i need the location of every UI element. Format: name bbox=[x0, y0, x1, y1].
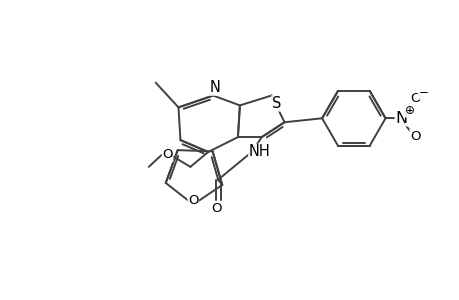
Text: N: N bbox=[394, 111, 407, 126]
Text: O: O bbox=[162, 148, 173, 161]
Text: N: N bbox=[209, 80, 220, 95]
Text: S: S bbox=[271, 96, 280, 111]
Text: O: O bbox=[409, 92, 420, 105]
Text: ⊕: ⊕ bbox=[403, 104, 414, 117]
Text: O: O bbox=[210, 202, 221, 215]
Text: O: O bbox=[188, 194, 198, 207]
Text: O: O bbox=[409, 130, 420, 142]
Text: NH: NH bbox=[248, 145, 270, 160]
Text: −: − bbox=[417, 86, 427, 99]
